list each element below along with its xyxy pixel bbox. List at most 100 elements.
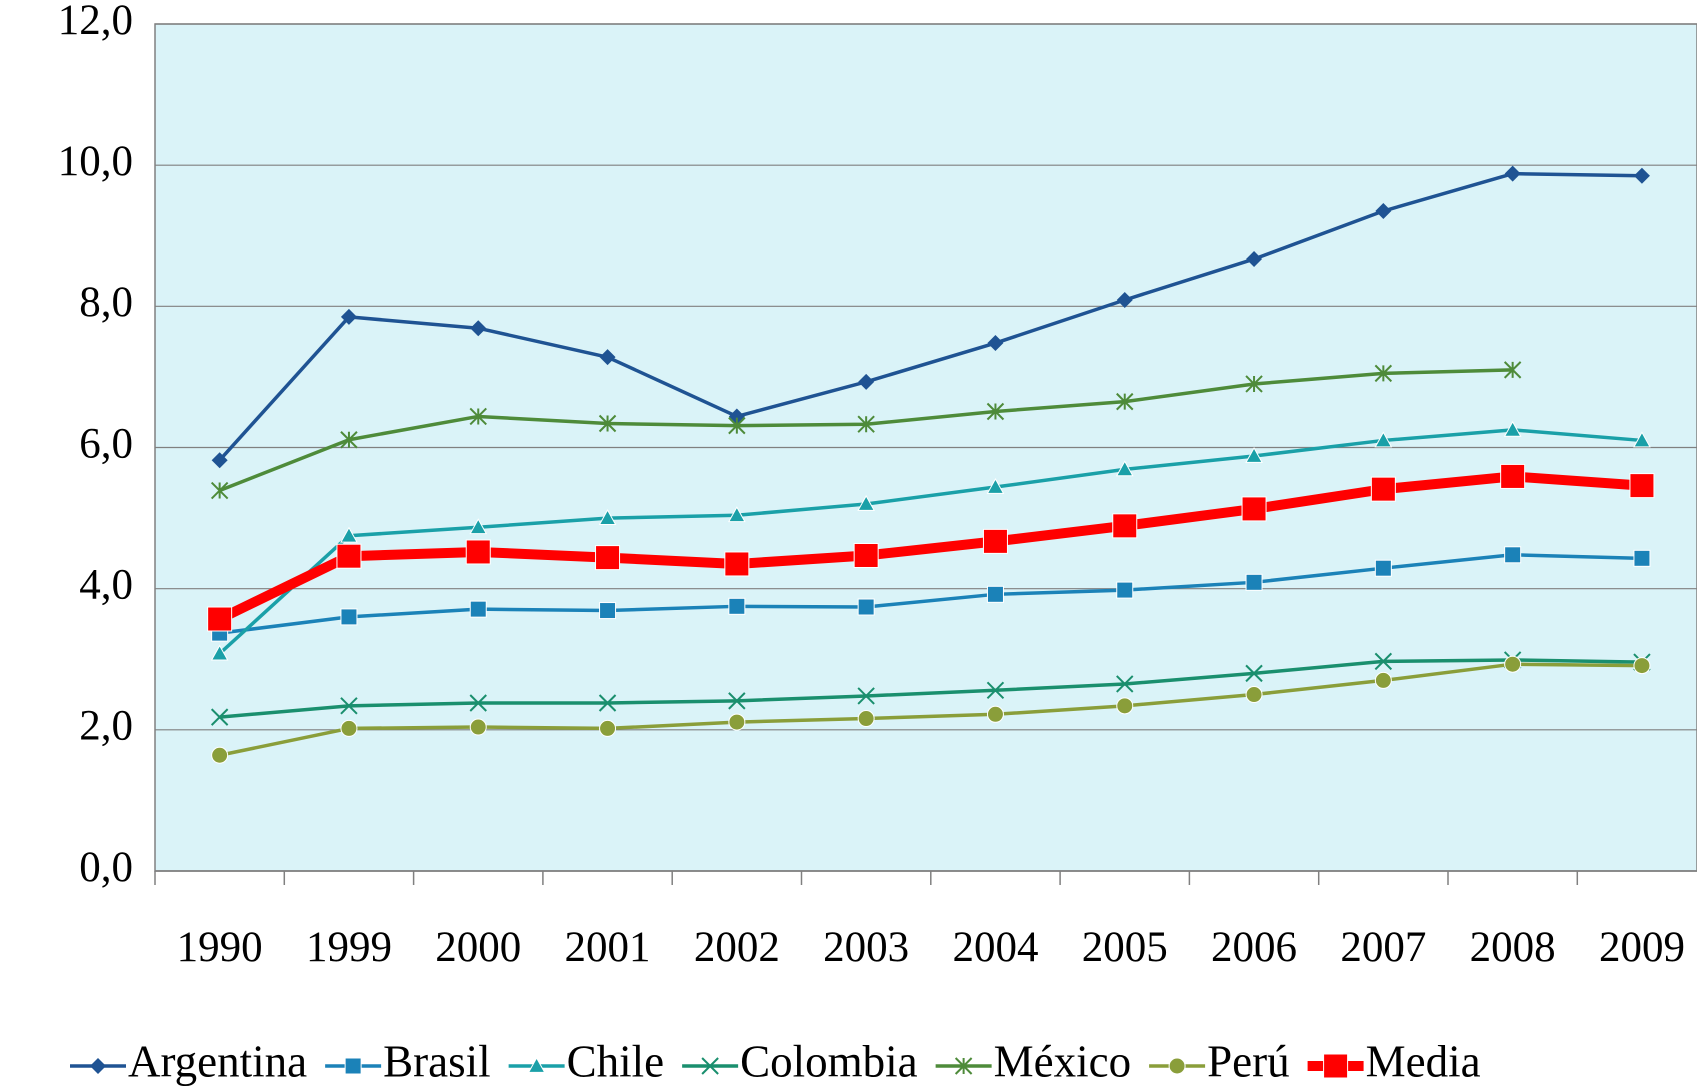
data-point bbox=[469, 694, 487, 712]
legend-label: Media bbox=[1366, 1036, 1481, 1086]
y-tick-label: 4,0 bbox=[79, 562, 133, 609]
data-point bbox=[340, 431, 358, 449]
x-tick-label: 2000 bbox=[435, 924, 521, 971]
series-line bbox=[217, 471, 1643, 624]
legend-swatch-marker bbox=[1323, 1053, 1349, 1079]
data-point bbox=[599, 719, 617, 737]
data-point bbox=[1116, 291, 1133, 308]
legend-label: México bbox=[994, 1036, 1131, 1086]
data-point bbox=[1375, 203, 1392, 220]
data-point bbox=[469, 718, 487, 736]
legend-item: Perú bbox=[1149, 1036, 1290, 1086]
legend-swatch-marker bbox=[344, 1057, 362, 1075]
data-point bbox=[469, 518, 488, 535]
data-point bbox=[1629, 473, 1655, 499]
legend-label: Brasil bbox=[383, 1036, 491, 1086]
data-point bbox=[982, 528, 1008, 554]
legend-label: Argentina bbox=[128, 1036, 307, 1086]
legend-swatch-marker bbox=[1168, 1057, 1186, 1075]
x-tick-label: 2005 bbox=[1082, 924, 1168, 971]
data-point bbox=[1246, 251, 1263, 268]
data-point bbox=[1503, 420, 1522, 437]
x-tick-label: 2008 bbox=[1470, 924, 1556, 971]
data-point bbox=[1116, 392, 1134, 411]
data-point bbox=[1116, 697, 1134, 715]
x-tick-label: 1990 bbox=[177, 924, 263, 971]
legend-label: Perú bbox=[1207, 1036, 1290, 1086]
data-point bbox=[1245, 573, 1263, 591]
data-point bbox=[1374, 671, 1392, 689]
data-point bbox=[1374, 364, 1393, 383]
data-point bbox=[340, 608, 358, 626]
data-point bbox=[1374, 431, 1393, 448]
series-line bbox=[219, 658, 1642, 719]
data-point bbox=[857, 415, 875, 433]
data-point bbox=[465, 539, 491, 565]
legend-item: Colombia bbox=[682, 1036, 918, 1086]
data-point bbox=[469, 407, 487, 426]
data-point bbox=[986, 585, 1004, 603]
data-point bbox=[1245, 375, 1263, 393]
data-point bbox=[857, 710, 875, 728]
legend-item: Brasil bbox=[325, 1036, 491, 1086]
data-point bbox=[470, 320, 487, 337]
data-point bbox=[1370, 476, 1396, 502]
data-point bbox=[1504, 165, 1521, 182]
data-point bbox=[1245, 686, 1263, 704]
data-point bbox=[728, 597, 746, 615]
x-tick-label: 2004 bbox=[952, 924, 1038, 971]
data-point bbox=[1500, 463, 1526, 489]
data-point bbox=[1116, 675, 1134, 693]
data-point bbox=[1116, 581, 1134, 599]
x-tick-label: 2006 bbox=[1211, 924, 1297, 971]
data-point bbox=[1503, 361, 1522, 379]
data-point bbox=[1504, 655, 1522, 673]
data-point bbox=[1245, 664, 1263, 683]
legend-swatch-marker bbox=[954, 1057, 973, 1075]
data-point bbox=[986, 477, 1005, 494]
legend-item: México bbox=[935, 1036, 1131, 1086]
data-point bbox=[211, 746, 229, 764]
data-point bbox=[599, 349, 616, 366]
y-tick-label: 2,0 bbox=[79, 703, 133, 750]
data-point bbox=[469, 600, 487, 618]
data-point bbox=[724, 551, 750, 577]
data-point bbox=[853, 542, 879, 568]
legend-swatch-marker bbox=[527, 1056, 546, 1073]
data-point bbox=[1374, 559, 1392, 577]
y-tick-label: 0,0 bbox=[79, 844, 133, 891]
data-point bbox=[857, 494, 875, 511]
data-point bbox=[986, 705, 1004, 723]
legend-item: Chile bbox=[508, 1036, 665, 1086]
data-point bbox=[1504, 546, 1522, 564]
data-point bbox=[595, 545, 621, 571]
data-point bbox=[340, 697, 358, 715]
legend-swatch-marker bbox=[701, 1057, 719, 1075]
data-point bbox=[728, 713, 746, 731]
data-point bbox=[1115, 460, 1134, 477]
legend-label: Chile bbox=[567, 1036, 665, 1086]
data-point bbox=[1112, 513, 1138, 539]
x-tick-label: 2009 bbox=[1599, 924, 1685, 971]
y-tick-label: 8,0 bbox=[79, 279, 133, 326]
legend-item: Media bbox=[1307, 1036, 1481, 1086]
data-point bbox=[336, 543, 362, 569]
x-tick-label: 1999 bbox=[306, 924, 392, 971]
data-point bbox=[598, 509, 617, 525]
series-line bbox=[219, 662, 1642, 757]
data-point bbox=[1245, 446, 1263, 463]
legend-label: Colombia bbox=[740, 1036, 918, 1086]
data-point bbox=[210, 481, 229, 500]
data-point bbox=[340, 308, 357, 325]
data-point bbox=[210, 644, 229, 661]
data-point bbox=[207, 606, 233, 632]
data-point bbox=[1633, 657, 1651, 675]
data-point bbox=[210, 708, 229, 726]
data-point bbox=[1633, 167, 1650, 184]
x-tick-label: 2002 bbox=[694, 924, 780, 971]
data-point bbox=[598, 414, 617, 433]
x-tick-label: 2007 bbox=[1340, 924, 1426, 971]
data-point bbox=[858, 373, 875, 390]
data-point bbox=[599, 602, 617, 620]
